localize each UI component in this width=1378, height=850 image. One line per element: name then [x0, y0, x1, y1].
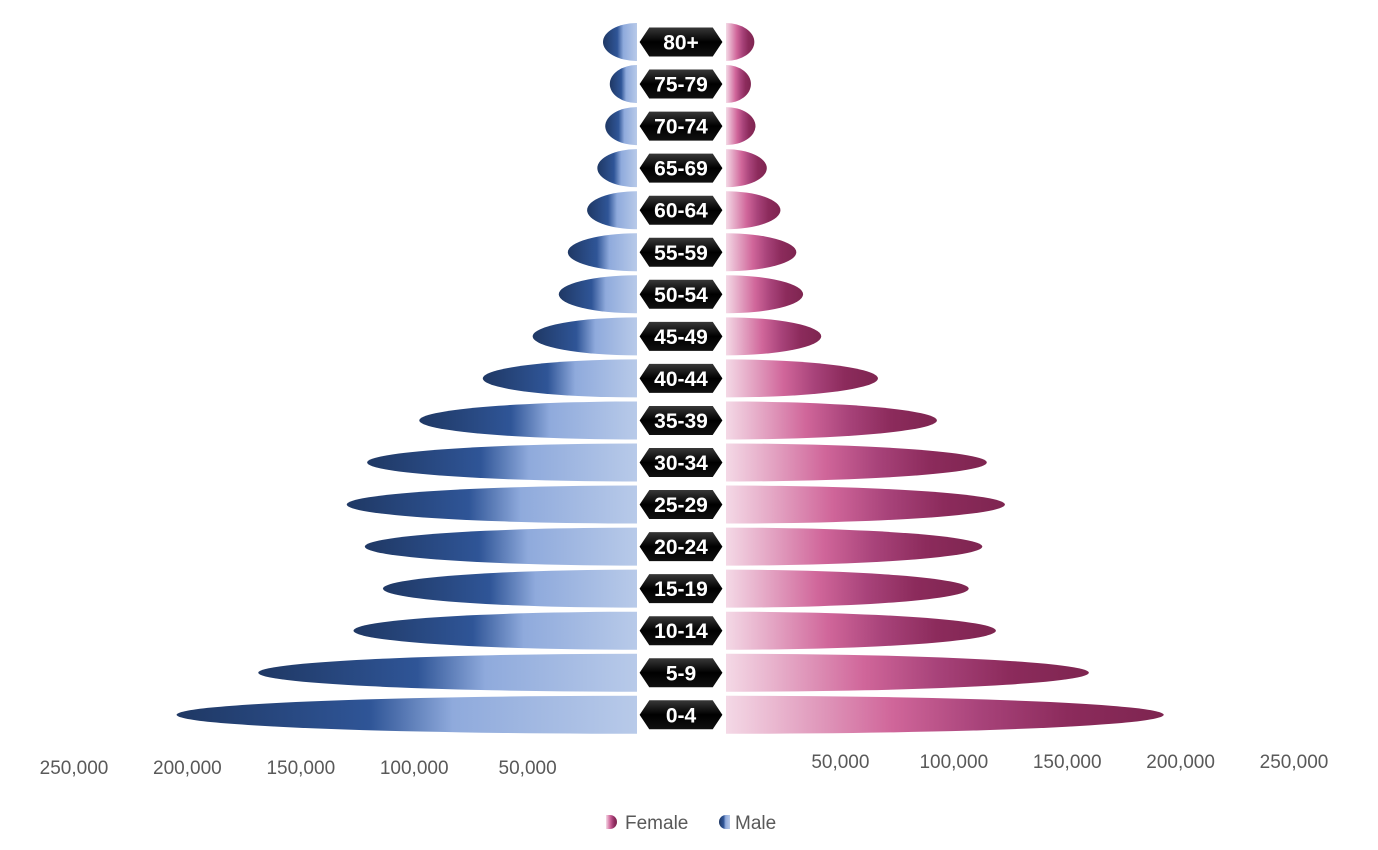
female-bar-35-39 [726, 401, 937, 440]
female-bar-30-34 [726, 443, 987, 482]
male-bar-20-24 [364, 527, 637, 566]
age-label: 50-54 [654, 284, 708, 307]
age-badge-65-69 [638, 152, 724, 184]
legend-female-marker [606, 815, 617, 829]
age-badge-30-34 [638, 447, 724, 478]
female-bar-10-14 [726, 611, 996, 650]
male-bar-10-14 [353, 611, 637, 650]
age-label: 75-79 [654, 74, 708, 97]
right-tick-label: 250,000 [1260, 752, 1329, 773]
left-tick-label: 100,000 [380, 758, 449, 779]
left-tick-label: 150,000 [266, 758, 335, 779]
age-label: 65-69 [654, 158, 708, 181]
left-tick-label: 250,000 [40, 758, 109, 779]
female-bar-65-69 [726, 149, 767, 188]
male-bar-55-59 [567, 233, 637, 272]
age-label: 60-64 [654, 200, 708, 223]
female-bar-5-9 [726, 653, 1089, 692]
age-label: 20-24 [654, 536, 708, 559]
right-tick-label: 150,000 [1033, 752, 1102, 773]
age-badge-35-39 [638, 404, 724, 436]
age-badge-80+ [638, 26, 724, 58]
female-bar-80+ [726, 23, 755, 61]
right-tick-label: 50,000 [811, 752, 869, 773]
male-bar-70-74 [605, 107, 637, 146]
male-bar-45-49 [532, 317, 637, 356]
age-badge-45-49 [638, 320, 724, 352]
age-label: 0-4 [666, 704, 697, 727]
male-bar-5-9 [258, 653, 637, 692]
male-bar-25-29 [346, 485, 637, 524]
age-labels-layer: 80+ 75-79 70-74 65-69 60-64 55-59 50-54 45-49 40… [638, 26, 724, 731]
age-label: 45-49 [654, 326, 708, 349]
legend-male-label: Male [735, 813, 776, 834]
age-label: 35-39 [654, 410, 708, 433]
age-badge-10-14 [638, 615, 724, 647]
female-bar-50-54 [726, 275, 804, 314]
bars-layer [176, 23, 1164, 734]
male-bar-30-34 [367, 443, 637, 482]
left-tick-label: 200,000 [153, 758, 222, 779]
age-label: 5-9 [666, 662, 696, 685]
legend-male-marker [719, 815, 730, 829]
age-label: 80+ [663, 32, 699, 55]
age-badge-20-24 [638, 531, 724, 563]
female-bar-20-24 [726, 527, 983, 566]
female-bar-15-19 [726, 569, 969, 608]
age-label: 25-29 [654, 494, 708, 517]
age-badge-75-79 [638, 68, 724, 100]
female-bar-70-74 [726, 107, 756, 146]
age-label: 10-14 [654, 620, 708, 643]
legend-female-label: Female [625, 813, 688, 834]
age-badge-5-9 [638, 657, 724, 689]
age-badge-15-19 [638, 573, 724, 605]
age-label: 40-44 [654, 368, 708, 391]
age-badge-55-59 [638, 236, 724, 268]
male-bar-0-4 [176, 695, 637, 734]
male-bar-65-69 [597, 149, 637, 188]
x-axis-ticks: 250,000 200,000 150,000 100,000 50,000 50,000… [40, 752, 1329, 779]
right-tick-label: 200,000 [1146, 752, 1215, 773]
female-bar-60-64 [726, 191, 781, 230]
age-label: 15-19 [654, 578, 708, 601]
female-bar-75-79 [726, 65, 751, 104]
female-bar-45-49 [726, 317, 822, 356]
male-bar-60-64 [587, 191, 637, 230]
age-badge-60-64 [638, 194, 724, 226]
male-bar-15-19 [382, 569, 637, 608]
age-badge-0-4 [638, 699, 724, 731]
male-bar-75-79 [609, 65, 637, 104]
age-badge-25-29 [638, 489, 724, 521]
female-bar-25-29 [726, 485, 1005, 524]
male-bar-40-44 [482, 359, 637, 398]
female-bar-40-44 [726, 359, 878, 398]
age-badge-70-74 [638, 110, 724, 142]
age-badge-50-54 [638, 278, 724, 310]
age-label: 55-59 [654, 242, 708, 265]
age-label: 70-74 [654, 116, 708, 139]
age-label: 30-34 [654, 452, 708, 475]
female-bar-0-4 [726, 695, 1164, 734]
left-tick-label: 50,000 [499, 758, 557, 779]
legend: Female Male [606, 813, 776, 834]
age-badge-40-44 [638, 362, 724, 394]
male-bar-35-39 [419, 401, 637, 440]
male-bar-80+ [602, 23, 637, 61]
female-bar-55-59 [726, 233, 797, 272]
right-tick-label: 100,000 [919, 752, 988, 773]
male-bar-50-54 [558, 275, 637, 314]
